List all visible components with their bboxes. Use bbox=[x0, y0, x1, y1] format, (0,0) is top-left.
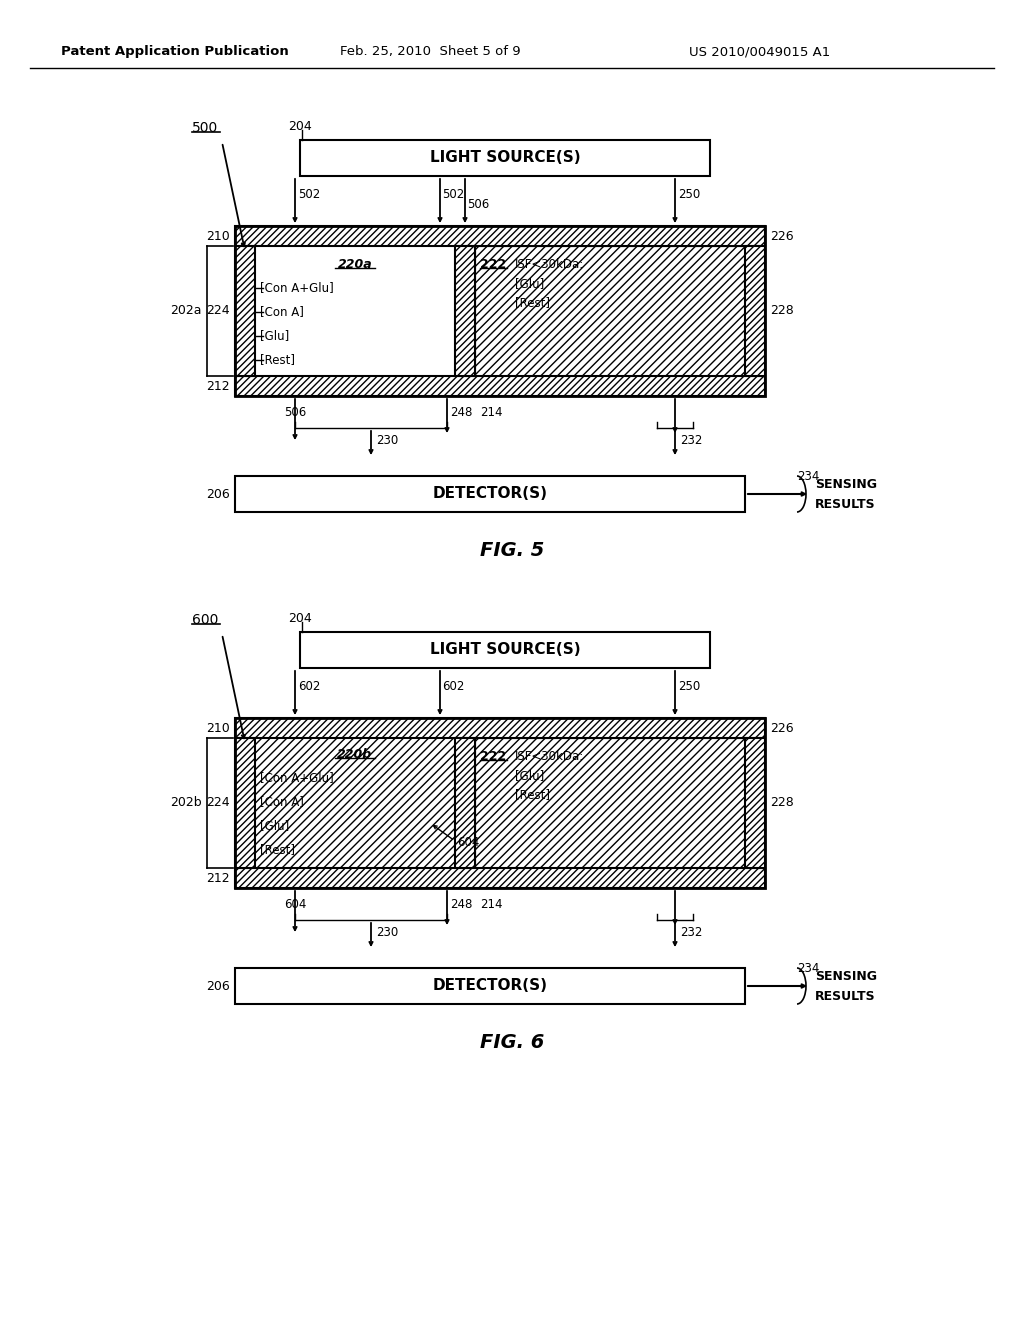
Text: 214: 214 bbox=[480, 898, 503, 911]
Text: 224: 224 bbox=[207, 305, 230, 318]
Bar bbox=[234, 869, 765, 888]
Text: SENSING: SENSING bbox=[815, 969, 877, 982]
Text: [Glu]: [Glu] bbox=[515, 277, 544, 290]
Bar bbox=[300, 632, 710, 668]
Text: 210: 210 bbox=[206, 230, 230, 243]
Bar bbox=[234, 718, 765, 738]
Text: ISF<30kDa:: ISF<30kDa: bbox=[515, 750, 585, 763]
Bar bbox=[234, 718, 765, 888]
Bar bbox=[255, 246, 455, 376]
Bar bbox=[234, 477, 745, 512]
Text: 602: 602 bbox=[442, 680, 464, 693]
Text: LIGHT SOURCE(S): LIGHT SOURCE(S) bbox=[430, 150, 581, 165]
Bar bbox=[234, 246, 255, 376]
Text: 226: 226 bbox=[770, 722, 794, 734]
Text: 206: 206 bbox=[206, 979, 230, 993]
Text: 500: 500 bbox=[193, 121, 218, 135]
Text: 210: 210 bbox=[206, 722, 230, 734]
Text: 212: 212 bbox=[207, 380, 230, 392]
Text: 228: 228 bbox=[770, 796, 794, 809]
Bar bbox=[475, 738, 745, 869]
Bar bbox=[455, 246, 475, 376]
Text: 600: 600 bbox=[193, 612, 218, 627]
Text: 222: 222 bbox=[480, 750, 506, 763]
Text: RESULTS: RESULTS bbox=[815, 498, 876, 511]
Text: 604: 604 bbox=[284, 898, 306, 911]
Text: RESULTS: RESULTS bbox=[815, 990, 876, 1002]
Text: 250: 250 bbox=[678, 680, 700, 693]
Bar bbox=[300, 140, 710, 176]
Text: 202a: 202a bbox=[171, 305, 202, 318]
Text: 204: 204 bbox=[288, 120, 311, 132]
Text: DETECTOR(S): DETECTOR(S) bbox=[432, 978, 548, 994]
Text: 222: 222 bbox=[480, 257, 506, 271]
Text: SENSING: SENSING bbox=[815, 478, 877, 491]
Text: Patent Application Publication: Patent Application Publication bbox=[61, 45, 289, 58]
Text: [Rest]: [Rest] bbox=[260, 354, 295, 367]
Text: 250: 250 bbox=[678, 187, 700, 201]
Text: 234: 234 bbox=[797, 961, 819, 974]
Text: DETECTOR(S): DETECTOR(S) bbox=[432, 487, 548, 502]
Text: 202b: 202b bbox=[170, 796, 202, 809]
Text: [Rest]: [Rest] bbox=[260, 843, 295, 857]
Bar bbox=[455, 738, 475, 869]
Text: 224: 224 bbox=[207, 796, 230, 809]
Text: [Con A+Glu]: [Con A+Glu] bbox=[260, 771, 334, 784]
Bar bbox=[234, 376, 765, 396]
Bar bbox=[234, 226, 765, 246]
Text: 206: 206 bbox=[206, 487, 230, 500]
Text: 220a: 220a bbox=[338, 257, 373, 271]
Text: [Con A]: [Con A] bbox=[260, 305, 304, 318]
Text: 602: 602 bbox=[298, 680, 321, 693]
Text: [Glu]: [Glu] bbox=[260, 820, 289, 833]
Bar bbox=[475, 246, 745, 376]
Bar bbox=[745, 738, 765, 869]
Text: 228: 228 bbox=[770, 305, 794, 318]
Text: [Glu]: [Glu] bbox=[515, 770, 544, 783]
Text: 212: 212 bbox=[207, 871, 230, 884]
Text: [Con A]: [Con A] bbox=[260, 796, 304, 808]
Text: US 2010/0049015 A1: US 2010/0049015 A1 bbox=[689, 45, 830, 58]
Bar bbox=[234, 738, 255, 869]
Text: 248: 248 bbox=[450, 898, 472, 911]
Text: 232: 232 bbox=[680, 433, 702, 446]
Bar bbox=[234, 968, 745, 1005]
Text: 230: 230 bbox=[376, 925, 398, 939]
Text: 506: 506 bbox=[467, 198, 489, 210]
Text: ISF<30kDa:: ISF<30kDa: bbox=[515, 257, 585, 271]
Text: 604: 604 bbox=[457, 837, 479, 850]
Text: FIG. 6: FIG. 6 bbox=[480, 1032, 544, 1052]
Text: 220b: 220b bbox=[337, 747, 373, 760]
Text: [Rest]: [Rest] bbox=[515, 788, 550, 801]
Text: FIG. 5: FIG. 5 bbox=[480, 540, 544, 560]
Text: 214: 214 bbox=[480, 407, 503, 418]
Text: [Rest]: [Rest] bbox=[515, 297, 550, 309]
Text: [Glu]: [Glu] bbox=[260, 330, 289, 342]
Text: 204: 204 bbox=[288, 611, 311, 624]
Text: LIGHT SOURCE(S): LIGHT SOURCE(S) bbox=[430, 643, 581, 657]
Bar bbox=[745, 246, 765, 376]
Text: 248: 248 bbox=[450, 407, 472, 418]
Text: 502: 502 bbox=[298, 187, 321, 201]
Text: 234: 234 bbox=[797, 470, 819, 483]
Text: Feb. 25, 2010  Sheet 5 of 9: Feb. 25, 2010 Sheet 5 of 9 bbox=[340, 45, 520, 58]
Text: 230: 230 bbox=[376, 433, 398, 446]
Text: 226: 226 bbox=[770, 230, 794, 243]
Text: 506: 506 bbox=[284, 407, 306, 418]
Bar bbox=[255, 738, 455, 869]
Text: [Con A+Glu]: [Con A+Glu] bbox=[260, 281, 334, 294]
Text: 232: 232 bbox=[680, 925, 702, 939]
Text: 502: 502 bbox=[442, 187, 464, 201]
Bar bbox=[234, 226, 765, 396]
